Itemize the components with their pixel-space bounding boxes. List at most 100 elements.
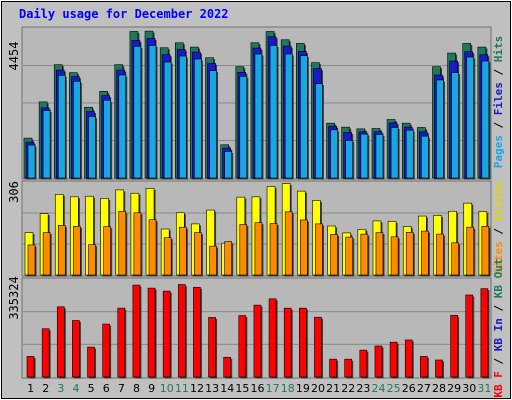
bar-sites [345, 236, 354, 276]
bar-sites [390, 236, 399, 276]
bar-sites [405, 232, 414, 276]
bar-pages [345, 140, 354, 179]
bar-kbf [26, 356, 35, 378]
day-label: 16 [251, 382, 265, 395]
day-label: 24 [372, 382, 386, 395]
bar-pages [360, 133, 369, 179]
bar-kbf [177, 284, 186, 378]
day-label: 11 [175, 382, 189, 395]
bar-sites [178, 226, 187, 276]
bar-kbf [329, 358, 337, 378]
bar-sites [330, 234, 338, 276]
bar-sites [269, 223, 278, 276]
bar-kbf [72, 320, 80, 378]
bar-kbf [102, 323, 110, 378]
bar-sites [436, 233, 444, 276]
day-label: 6 [103, 382, 110, 395]
day-label: 30 [462, 382, 476, 395]
day-label: 26 [402, 382, 416, 395]
day-label: 4 [72, 382, 79, 395]
day-label: 3 [57, 382, 64, 395]
bar-pages [481, 60, 490, 179]
bar-kbf [132, 284, 141, 378]
legend-sep: / [492, 351, 505, 371]
bar-pages [300, 55, 308, 179]
day-label: 21 [326, 382, 340, 395]
bar-kbf [299, 307, 307, 378]
day-label: 8 [133, 382, 140, 395]
bar-sites [73, 225, 81, 276]
bar-sites [239, 224, 248, 276]
legend-pages: Pages [492, 135, 505, 168]
bar-pages [390, 127, 399, 179]
bar-pages [284, 53, 293, 179]
bar-kbf [374, 345, 383, 378]
bar-pages [148, 45, 157, 179]
bar-sites [375, 232, 384, 276]
bar-kbf [223, 356, 231, 378]
day-label: 9 [148, 382, 155, 395]
day-label: 14 [220, 382, 234, 395]
bar-sites [27, 244, 36, 276]
day-label: 12 [190, 382, 204, 395]
day-label: 1 [27, 382, 34, 395]
day-label: 29 [447, 382, 461, 395]
day-label: 28 [432, 382, 446, 395]
bar-kbf [238, 315, 247, 378]
bar-kbf [162, 290, 171, 378]
bar-sites [88, 244, 96, 276]
bar-sites [284, 211, 293, 276]
legend-sep: / [492, 298, 505, 318]
bar-kbf [193, 286, 201, 378]
legend-sep: / [492, 62, 505, 82]
bar-pages [375, 134, 384, 179]
legend-sep: / [492, 221, 505, 241]
bar-kbf [480, 288, 489, 378]
day-label: 23 [356, 382, 370, 395]
bar-kbf [117, 307, 126, 378]
day-label: 20 [311, 382, 325, 395]
bar-kbf [465, 294, 474, 378]
bar-sites [224, 241, 232, 276]
ymax-label-visits: 306 [7, 181, 21, 203]
bar-sites [300, 219, 308, 276]
day-label: 10 [160, 382, 174, 395]
bar-sites [133, 212, 142, 276]
bar-pages [269, 45, 278, 179]
bar-pages [466, 56, 475, 179]
bar-pages [451, 72, 459, 179]
bar-pages [57, 75, 66, 179]
bar-sites [421, 230, 429, 276]
day-label: 5 [88, 382, 95, 395]
bar-sites [315, 223, 323, 276]
legend-sites: Sites [492, 241, 505, 274]
day-label: 25 [387, 382, 401, 395]
legend-kbf: KB F [492, 371, 505, 398]
legend-files: Files [492, 82, 505, 115]
bar-sites [254, 222, 263, 276]
bar-pages [194, 58, 202, 179]
bar-kbf [389, 341, 398, 378]
day-label: 13 [205, 382, 219, 395]
day-label: 19 [296, 382, 310, 395]
bar-kbf [404, 339, 413, 378]
day-label: 22 [341, 382, 355, 395]
bar-pages [330, 129, 338, 179]
bar-pages [133, 46, 142, 179]
bar-pages [254, 53, 263, 179]
bar-pages [27, 144, 36, 179]
bar-sites [148, 219, 157, 276]
bar-kbf [314, 316, 322, 378]
bar-sites [451, 242, 459, 276]
bar-sites [42, 232, 51, 276]
bar-pages [315, 83, 323, 179]
bar-pages [405, 129, 414, 179]
legend-sep: / [492, 115, 505, 135]
bar-sites [360, 233, 369, 276]
bar-kbf [283, 307, 292, 378]
bar-sites [466, 226, 475, 276]
chart-title: Daily usage for December 2022 [19, 7, 229, 21]
bar-kbf [41, 328, 50, 378]
bar-kbf [208, 317, 216, 378]
